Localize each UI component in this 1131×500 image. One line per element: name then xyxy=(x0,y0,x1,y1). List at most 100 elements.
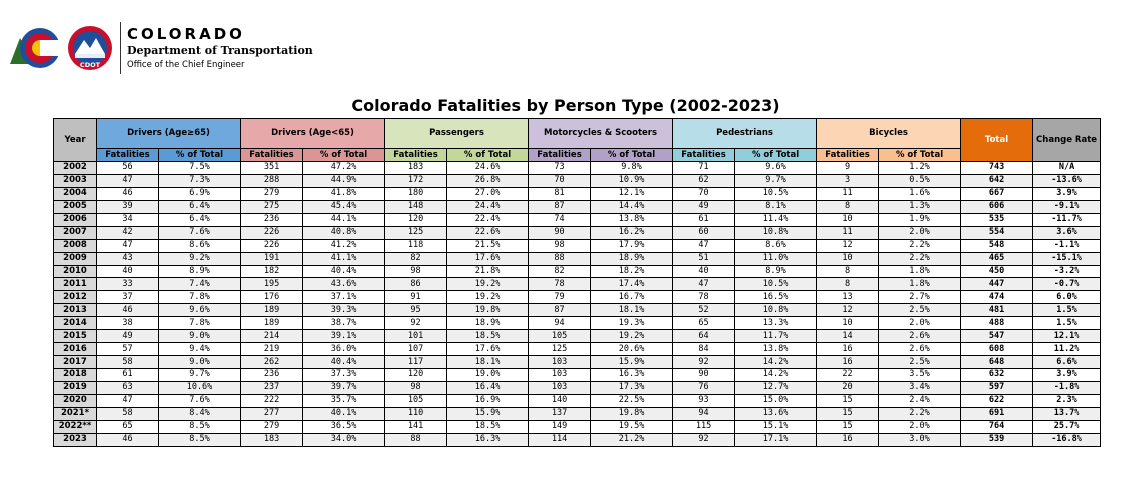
percent-cell: 19.8% xyxy=(590,406,674,421)
percent-cell: 22.4% xyxy=(446,212,530,227)
percent-cell: 15.0% xyxy=(734,393,818,408)
percent-cell: 2.0% xyxy=(878,419,962,434)
fatalities-cell: 191 xyxy=(240,251,304,266)
percent-cell: 2.2% xyxy=(878,238,962,253)
year-cell: 2015 xyxy=(53,329,97,344)
fatalities-cell: 103 xyxy=(528,380,592,395)
percent-cell: 9.7% xyxy=(734,173,818,188)
fatalities-cell: 8 xyxy=(816,277,880,292)
table-row: 2020 47 7.6% 222 35.7% 105 16.9% 140 22.5% 93 15.0… xyxy=(53,393,1102,408)
fatalities-cell: 61 xyxy=(672,212,736,227)
percent-cell: 9.6% xyxy=(157,303,242,318)
percent-cell: 19.3% xyxy=(590,316,674,331)
colorado-c-logo xyxy=(10,28,62,68)
percent-cell: 40.1% xyxy=(302,406,386,421)
percent-cell: 10.5% xyxy=(734,277,818,292)
year-column-header: Year xyxy=(53,118,97,162)
fatalities-cell: 11 xyxy=(816,186,880,201)
table-row: 2019 63 10.6% 237 39.7% 98 16.4% 103 17.3% 76 12.7… xyxy=(53,380,1102,395)
percent-cell: 9.0% xyxy=(157,329,242,344)
year-cell: 2014 xyxy=(53,316,97,331)
fatalities-cell: 125 xyxy=(384,225,448,240)
fatalities-cell: 10 xyxy=(816,316,880,331)
fatalities-cell: 87 xyxy=(528,199,592,214)
fatalities-cell: 110 xyxy=(384,406,448,421)
table-row: 2010 40 8.9% 182 40.4% 98 21.8% 82 18.2% 40 8.9% 8 1… xyxy=(53,264,1102,279)
year-cell: 2020 xyxy=(53,393,97,408)
fatalities-cell: 87 xyxy=(528,303,592,318)
change-rate-cell: -16.8% xyxy=(1032,432,1102,447)
percent-cell: 7.8% xyxy=(157,316,242,331)
percent-cell: 1.8% xyxy=(878,277,962,292)
fatalities-cell: 107 xyxy=(384,342,448,357)
percent-cell: 2.4% xyxy=(878,393,962,408)
fatalities-cell: 222 xyxy=(240,393,304,408)
group-header-bicycles: Bicycles xyxy=(816,118,962,149)
table-row: 2014 38 7.8% 189 38.7% 92 18.9% 94 19.3% 65 13.3% 1… xyxy=(53,316,1102,331)
fatalities-cell: 262 xyxy=(240,355,304,369)
percent-cell: 12.1% xyxy=(590,186,674,201)
percent-cell: 9.4% xyxy=(157,342,242,357)
percent-cell: 7.5% xyxy=(157,161,242,175)
fatalities-cell: 47 xyxy=(672,238,736,253)
fatalities-cell: 65 xyxy=(672,316,736,331)
fatalities-cell: 79 xyxy=(528,290,592,305)
year-cell: 2010 xyxy=(53,264,97,279)
fatalities-cell: 176 xyxy=(240,290,304,305)
fatalities-cell: 46 xyxy=(96,303,159,318)
percent-cell: 18.5% xyxy=(446,419,530,434)
fatalities-cell: 42 xyxy=(96,225,159,240)
total-cell: 691 xyxy=(960,406,1034,421)
change-rate-cell: 6.0% xyxy=(1032,290,1102,305)
fatalities-cell: 9 xyxy=(816,161,880,175)
percent-cell: 17.1% xyxy=(734,432,818,447)
fatalities-cell: 279 xyxy=(240,186,304,201)
percent-cell: 39.7% xyxy=(302,380,386,395)
fatalities-cell: 62 xyxy=(672,173,736,188)
fatalities-cell: 103 xyxy=(528,355,592,369)
change-rate-column-header: Change Rate xyxy=(1032,118,1102,162)
year-cell: 2003 xyxy=(53,173,97,188)
percent-cell: 24.4% xyxy=(446,199,530,214)
percent-cell: 6.4% xyxy=(157,212,242,227)
percent-cell: 16.7% xyxy=(590,290,674,305)
percent-cell: 1.8% xyxy=(878,264,962,279)
percent-cell: 21.2% xyxy=(590,432,674,447)
total-cell: 554 xyxy=(960,225,1034,240)
percent-cell: 44.1% xyxy=(302,212,386,227)
fatalities-cell: 279 xyxy=(240,419,304,434)
percent-cell: 16.2% xyxy=(590,225,674,240)
total-cell: 608 xyxy=(960,342,1034,357)
percent-cell: 8.9% xyxy=(734,264,818,279)
percent-cell: 8.5% xyxy=(157,419,242,434)
fatalities-cell: 63 xyxy=(96,380,159,395)
fatalities-cell: 101 xyxy=(384,329,448,344)
cdot-seal-logo: CDOT xyxy=(68,26,112,70)
percent-cell: 2.5% xyxy=(878,355,962,369)
subheader-percent-of-total: % of Total xyxy=(302,148,386,162)
total-cell: 450 xyxy=(960,264,1034,279)
percent-cell: 19.2% xyxy=(590,329,674,344)
table-row: 2008 47 8.6% 226 41.2% 118 21.5% 98 17.9% 47 8.6% 1… xyxy=(53,238,1102,253)
percent-cell: 8.9% xyxy=(157,264,242,279)
fatalities-cell: 78 xyxy=(672,290,736,305)
fatalities-cell: 15 xyxy=(816,406,880,421)
fatalities-cell: 51 xyxy=(672,251,736,266)
percent-cell: 10.8% xyxy=(734,225,818,240)
fatalities-cell: 82 xyxy=(384,251,448,266)
fatalities-cell: 105 xyxy=(528,329,592,344)
fatalities-cell: 120 xyxy=(384,368,448,382)
subheader-fatalities: Fatalities xyxy=(96,148,159,162)
fatalities-cell: 16 xyxy=(816,342,880,357)
total-cell: 474 xyxy=(960,290,1034,305)
percent-cell: 13.3% xyxy=(734,316,818,331)
percent-cell: 15.1% xyxy=(734,419,818,434)
fatalities-cell: 15 xyxy=(816,419,880,434)
fatalities-cell: 12 xyxy=(816,238,880,253)
percent-cell: 26.8% xyxy=(446,173,530,188)
fatalities-cell: 64 xyxy=(672,329,736,344)
fatalities-cell: 237 xyxy=(240,380,304,395)
percent-cell: 40.4% xyxy=(302,264,386,279)
fatalities-cell: 90 xyxy=(672,368,736,382)
percent-cell: 9.0% xyxy=(157,355,242,369)
